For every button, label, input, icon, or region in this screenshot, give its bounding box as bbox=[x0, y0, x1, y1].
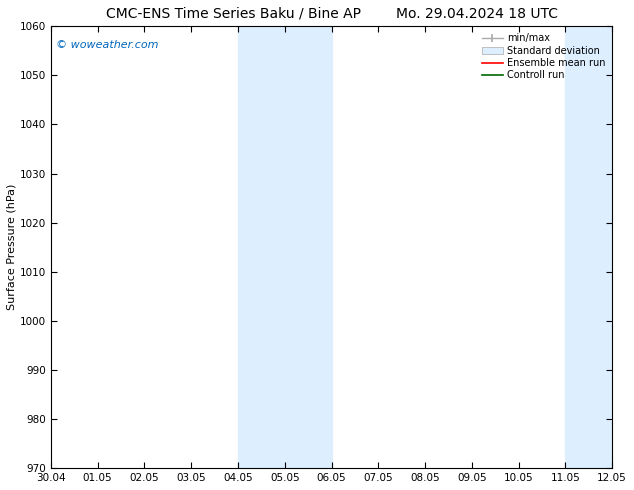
Y-axis label: Surface Pressure (hPa): Surface Pressure (hPa) bbox=[7, 184, 17, 311]
Bar bbox=[238, 26, 332, 468]
Title: CMC-ENS Time Series Baku / Bine AP        Mo. 29.04.2024 18 UTC: CMC-ENS Time Series Baku / Bine AP Mo. 2… bbox=[105, 7, 557, 21]
Legend: min/max, Standard deviation, Ensemble mean run, Controll run: min/max, Standard deviation, Ensemble me… bbox=[477, 29, 609, 84]
Bar bbox=[566, 26, 612, 468]
Text: © woweather.com: © woweather.com bbox=[56, 40, 159, 49]
